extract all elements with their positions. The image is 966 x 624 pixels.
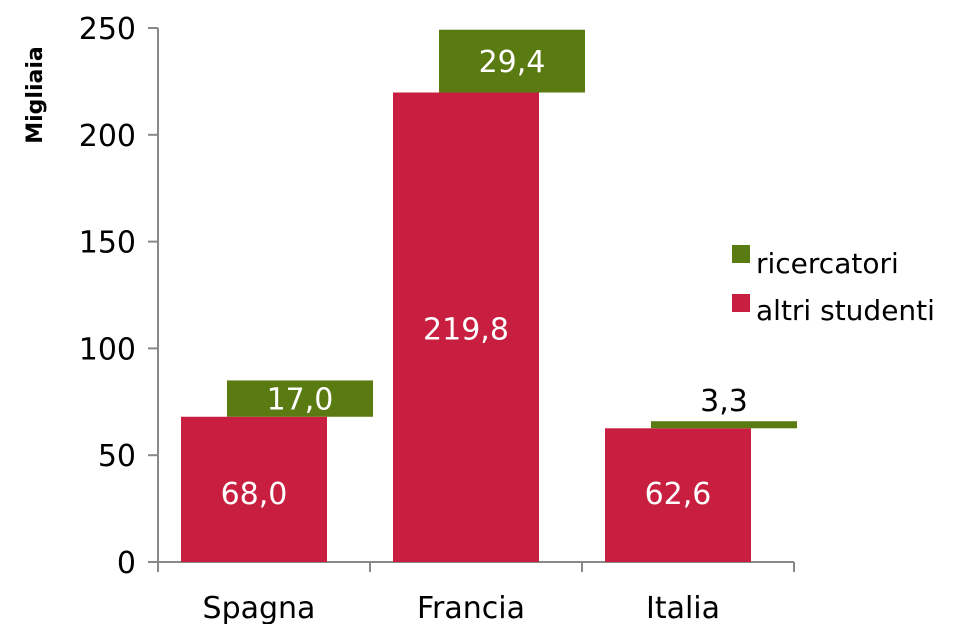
bar-altri-studenti-italia (605, 428, 751, 562)
bar-label-altri-studenti-spagna: 68,0 (221, 477, 288, 512)
bar-ricercatori-italia (651, 421, 797, 429)
y-ticks: 0 50 100 150 200 250 (79, 12, 158, 581)
bar-altri-studenti-francia (393, 92, 539, 562)
y-axis-label: Migliaia (23, 46, 48, 144)
legend-label-altri-studenti: altri studenti (756, 294, 935, 327)
bar-label-ricercatori-francia: 29,4 (479, 45, 546, 80)
bar-ricercatori-spagna (227, 380, 373, 417)
bar-label-ricercatori-italia: 3,3 (700, 384, 748, 419)
bar-label-altri-studenti-francia: 219,8 (423, 312, 509, 347)
bar-label-ricercatori-spagna: 17,0 (267, 383, 334, 418)
legend-swatch-altri-studenti (732, 294, 750, 312)
y-tick-label: 250 (79, 12, 136, 47)
category-labels: Spagna Francia Italia (203, 591, 720, 624)
bar-altri-studenti-spagna (181, 416, 327, 562)
category-label-francia: Francia (417, 591, 525, 624)
legend-swatch-ricercatori (732, 245, 750, 263)
category-label-spagna: Spagna (203, 591, 316, 624)
y-tick-label: 50 (98, 439, 136, 474)
y-tick-label: 200 (79, 119, 136, 154)
y-tick-label: 150 (79, 226, 136, 261)
bar-label-altri-studenti-italia: 62,6 (645, 477, 712, 512)
category-label-italia: Italia (646, 591, 720, 624)
legend-label-ricercatori: ricercatori (756, 247, 899, 280)
y-tick-label: 100 (79, 332, 136, 367)
bar-ricercatori-francia (439, 29, 585, 93)
y-tick-label: 0 (117, 546, 136, 581)
bars: 68,0 17,0 219,8 29,4 62,6 3,3 (181, 29, 797, 562)
legend: ricercatori altri studenti (732, 245, 935, 327)
